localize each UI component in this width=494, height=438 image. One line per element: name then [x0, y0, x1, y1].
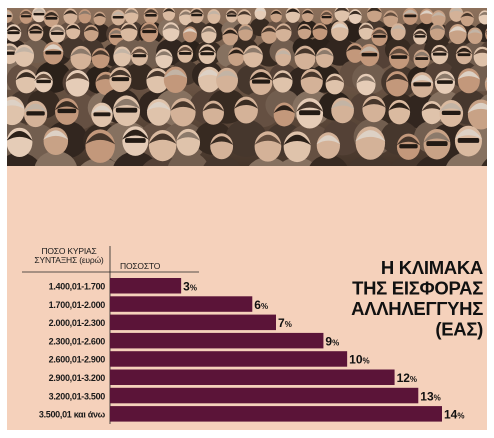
- crowd-photo: [7, 8, 487, 166]
- bar: [110, 314, 276, 331]
- value-label: 13%: [420, 389, 440, 403]
- value-label: 6%: [254, 298, 268, 312]
- value-label: 12%: [397, 371, 417, 385]
- category-label: 1.400,01-1.700: [49, 282, 106, 292]
- bar: [110, 387, 419, 404]
- value-label: 10%: [349, 353, 369, 367]
- value-label: 14%: [444, 408, 464, 422]
- chart-title-line: ΤΗΣ ΕΙΣΦΟΡΑΣ: [352, 278, 483, 299]
- bar: [110, 278, 182, 294]
- infographic-panel: ΠΟΣΟ ΚΥΡΙΑΣ ΣΥΝΤΑΞΗΣ (ευρώ) ΠΟΣΟΣΤΟ 1.400,0…: [7, 8, 487, 430]
- chart-title-line: ΑΛΛΗΛΕΓΓΥΗΣ: [351, 298, 483, 319]
- amount-column-header: ΠΟΣΟ ΚΥΡΙΑΣ: [41, 246, 96, 256]
- category-label: 3.500,01 και άνω: [39, 410, 106, 420]
- bar: [110, 332, 324, 349]
- percentage-column-header: ΠΟΣΟΣΤΟ: [120, 261, 161, 271]
- bar: [110, 351, 348, 367]
- bar: [110, 296, 253, 312]
- value-label: 9%: [325, 334, 339, 348]
- amount-column-header: ΣΥΝΤΑΞΗΣ (ευρώ): [34, 255, 104, 265]
- value-label: 3%: [183, 280, 197, 294]
- chart-title-line: Η ΚΛΙΜΑΚΑ: [381, 257, 483, 278]
- category-label: 1.700,01-2.000: [49, 300, 106, 310]
- value-label: 7%: [278, 316, 292, 330]
- category-label: 3.200,01-3.500: [49, 391, 106, 401]
- category-label: 2.900,01-3.200: [49, 373, 106, 383]
- chart-title-line: (ΕΑΣ): [435, 319, 483, 340]
- bar: [110, 406, 442, 422]
- category-label: 2.600,01-2.900: [49, 355, 106, 365]
- category-label: 2.300,01-2.600: [49, 336, 106, 346]
- bar: [110, 369, 395, 385]
- category-label: 2.000,01-2.300: [49, 318, 106, 328]
